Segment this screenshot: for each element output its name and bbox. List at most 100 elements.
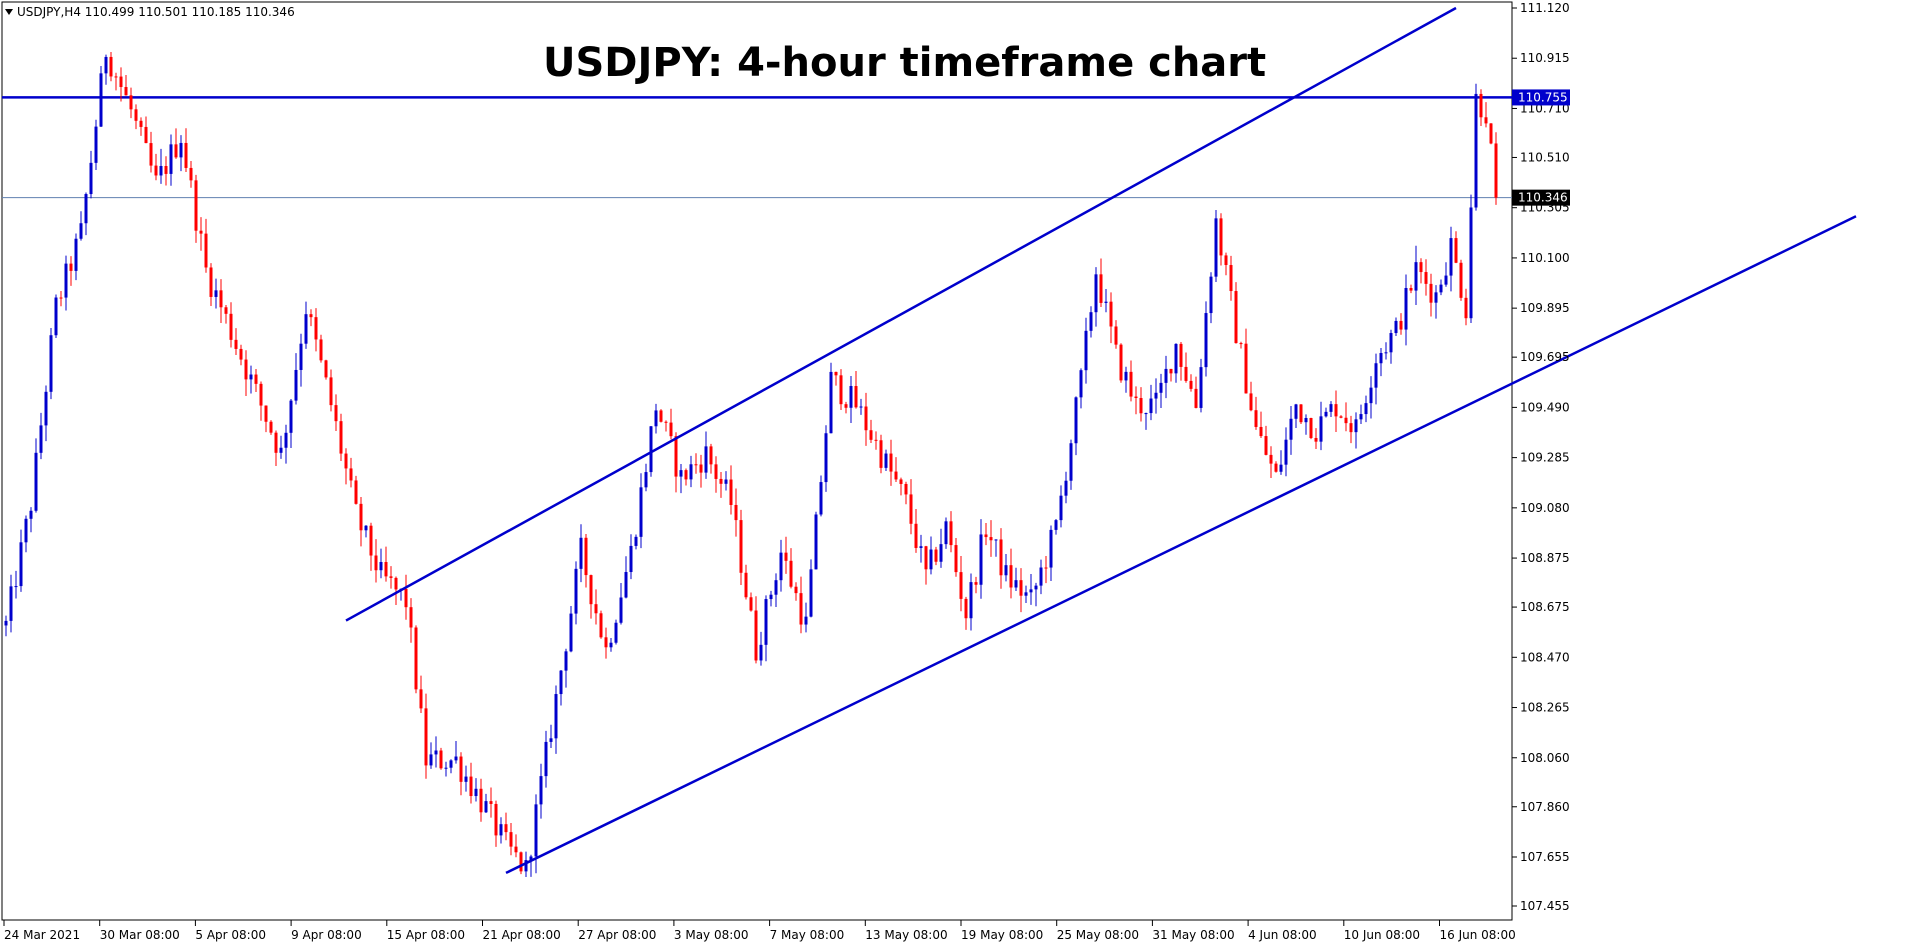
candle-body xyxy=(369,525,373,556)
candle-body xyxy=(484,801,488,813)
candle-body xyxy=(519,852,523,872)
x-tick-label: 13 May 08:00 xyxy=(865,928,947,942)
candle-body xyxy=(1019,580,1023,596)
candle-body xyxy=(1079,370,1083,398)
candle-body xyxy=(1224,255,1228,266)
candle-body xyxy=(569,613,573,652)
triangle-down-icon[interactable] xyxy=(5,9,13,15)
candle-body xyxy=(919,546,923,548)
candle-body xyxy=(1244,343,1248,394)
candle-body xyxy=(1119,344,1123,381)
candle-body xyxy=(1149,398,1153,414)
y-tick-label: 107.455 xyxy=(1520,899,1570,913)
candle-body xyxy=(239,348,243,360)
candle-body xyxy=(444,767,448,769)
candle-body xyxy=(1214,218,1218,277)
candle-body xyxy=(159,166,163,176)
candle-body xyxy=(1039,567,1043,586)
x-tick-label: 27 Apr 08:00 xyxy=(578,928,656,942)
candle-body xyxy=(1029,589,1033,593)
candle-body xyxy=(604,637,608,648)
y-tick-label: 110.915 xyxy=(1520,51,1570,65)
price-tag-label: 110.755 xyxy=(1518,90,1568,104)
candle-body xyxy=(799,593,803,625)
candle-body xyxy=(549,738,553,742)
candle-body xyxy=(1054,520,1058,530)
lower-channel-trendline[interactable] xyxy=(505,215,1857,875)
candle-body xyxy=(439,750,443,769)
candle-body xyxy=(879,440,883,468)
candle-body xyxy=(4,620,8,626)
candle-body xyxy=(1269,454,1273,464)
candle-body xyxy=(1219,218,1223,256)
x-tick-label: 21 Apr 08:00 xyxy=(483,928,561,942)
candle-body xyxy=(464,776,468,782)
candle-body xyxy=(794,586,798,594)
candle-body xyxy=(724,479,728,484)
candle-body xyxy=(539,776,543,805)
candle-body xyxy=(534,804,538,857)
candle-body xyxy=(309,314,313,318)
candle-body xyxy=(854,386,858,408)
candle-body xyxy=(224,307,228,314)
candle-body xyxy=(829,371,833,434)
candle-body xyxy=(1064,480,1068,496)
candle-body xyxy=(719,478,723,484)
candle-body xyxy=(584,537,588,576)
candle-body xyxy=(1184,366,1188,381)
candle-body xyxy=(1464,297,1468,319)
candle-body xyxy=(409,607,413,628)
candle-body xyxy=(469,776,473,797)
candle-body xyxy=(284,432,288,448)
candle-body xyxy=(574,568,578,614)
candle-body xyxy=(659,410,663,422)
upper-channel-trendline[interactable] xyxy=(345,6,1457,622)
x-tick-label: 30 Mar 08:00 xyxy=(100,928,180,942)
candle-body xyxy=(264,405,268,422)
y-tick-label: 109.895 xyxy=(1520,301,1570,315)
candle-body xyxy=(279,447,283,453)
candle-body xyxy=(1199,367,1203,408)
plot-frame xyxy=(1,1,1513,921)
candle-body xyxy=(349,468,353,481)
candle-body xyxy=(1034,585,1038,590)
candle-body xyxy=(1189,380,1193,389)
candle-body xyxy=(1229,265,1233,292)
candle-body xyxy=(184,142,188,168)
candle-body xyxy=(909,494,913,524)
candle-body xyxy=(1359,414,1363,420)
candle-body xyxy=(1349,423,1353,433)
channel-trendlines[interactable] xyxy=(345,6,1857,875)
candle-body xyxy=(1104,301,1108,303)
candle-body xyxy=(1074,397,1078,444)
candle-body xyxy=(1434,292,1438,303)
candle-body xyxy=(984,534,988,538)
candle-body xyxy=(34,452,38,511)
candle-body xyxy=(214,290,218,297)
candle-body xyxy=(954,545,958,573)
candle-body xyxy=(939,544,943,562)
candle-body xyxy=(494,803,498,836)
candle-body xyxy=(979,534,983,585)
candle-body xyxy=(639,487,643,537)
candle-body xyxy=(179,142,183,158)
candle-body xyxy=(329,377,333,406)
candle-body xyxy=(844,404,848,408)
candle-body xyxy=(1399,320,1403,330)
candle-body xyxy=(394,577,398,590)
candle-body xyxy=(1254,410,1258,427)
candle-body xyxy=(249,374,253,380)
candle-body xyxy=(194,180,198,231)
candle-body xyxy=(1454,238,1458,263)
candle-body xyxy=(1234,291,1238,344)
candle-body xyxy=(144,126,148,144)
candle-body xyxy=(769,594,773,600)
candle-body xyxy=(204,233,208,268)
candle-body xyxy=(864,406,868,431)
candle-body xyxy=(1249,393,1253,411)
y-tick-label: 109.490 xyxy=(1520,400,1570,414)
candle-body xyxy=(9,586,13,621)
candle-body xyxy=(729,479,733,505)
candle-body xyxy=(694,464,698,466)
